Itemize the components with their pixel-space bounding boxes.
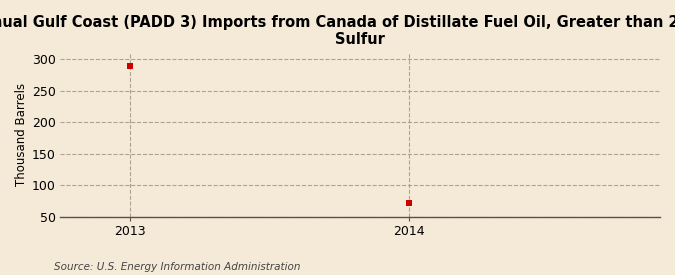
Text: Source: U.S. Energy Information Administration: Source: U.S. Energy Information Administ… <box>54 262 300 272</box>
Y-axis label: Thousand Barrels: Thousand Barrels <box>15 83 28 186</box>
Title: Annual Gulf Coast (PADD 3) Imports from Canada of Distillate Fuel Oil, Greater t: Annual Gulf Coast (PADD 3) Imports from … <box>0 15 675 47</box>
